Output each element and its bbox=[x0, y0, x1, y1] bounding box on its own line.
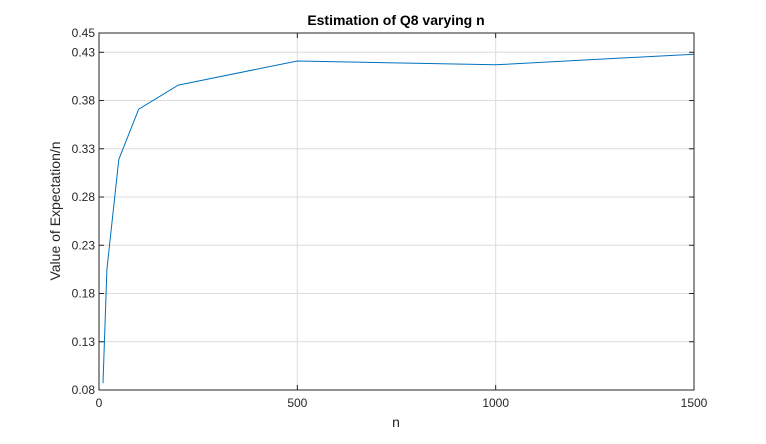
y-axis-title: Value of Expectation/n bbox=[47, 141, 63, 280]
series-line bbox=[102, 53, 695, 384]
y-tick-label: 0.45 bbox=[72, 26, 96, 40]
y-tick-label: 0.08 bbox=[72, 383, 96, 397]
x-tick-label: 0 bbox=[96, 396, 103, 410]
y-tick-label: 0.28 bbox=[72, 190, 96, 204]
y-tick-label: 0.18 bbox=[72, 287, 96, 301]
x-tick-label: 1500 bbox=[681, 396, 708, 410]
y-tick-label: 0.38 bbox=[72, 94, 96, 108]
x-tick-labels: 0 500 1000 1500 bbox=[96, 396, 708, 410]
grid-lines bbox=[99, 33, 694, 390]
y-tick-labels: 0.08 0.13 0.18 0.23 0.28 0.33 0.38 0.43 0.45 bbox=[72, 26, 96, 397]
tick-marks bbox=[98, 32, 695, 391]
y-tick-label: 0.33 bbox=[72, 142, 96, 156]
plot-area-border bbox=[98, 32, 695, 391]
x-axis-title: n bbox=[392, 414, 400, 430]
chart-title: Estimation of Q8 varying n bbox=[307, 12, 484, 28]
series-layer bbox=[102, 53, 695, 384]
y-tick-label: 0.13 bbox=[72, 335, 96, 349]
x-tick-label: 1000 bbox=[482, 396, 509, 410]
y-tick-label: 0.23 bbox=[72, 238, 96, 252]
y-tick-label: 0.43 bbox=[72, 45, 96, 59]
x-tick-label: 500 bbox=[287, 396, 307, 410]
